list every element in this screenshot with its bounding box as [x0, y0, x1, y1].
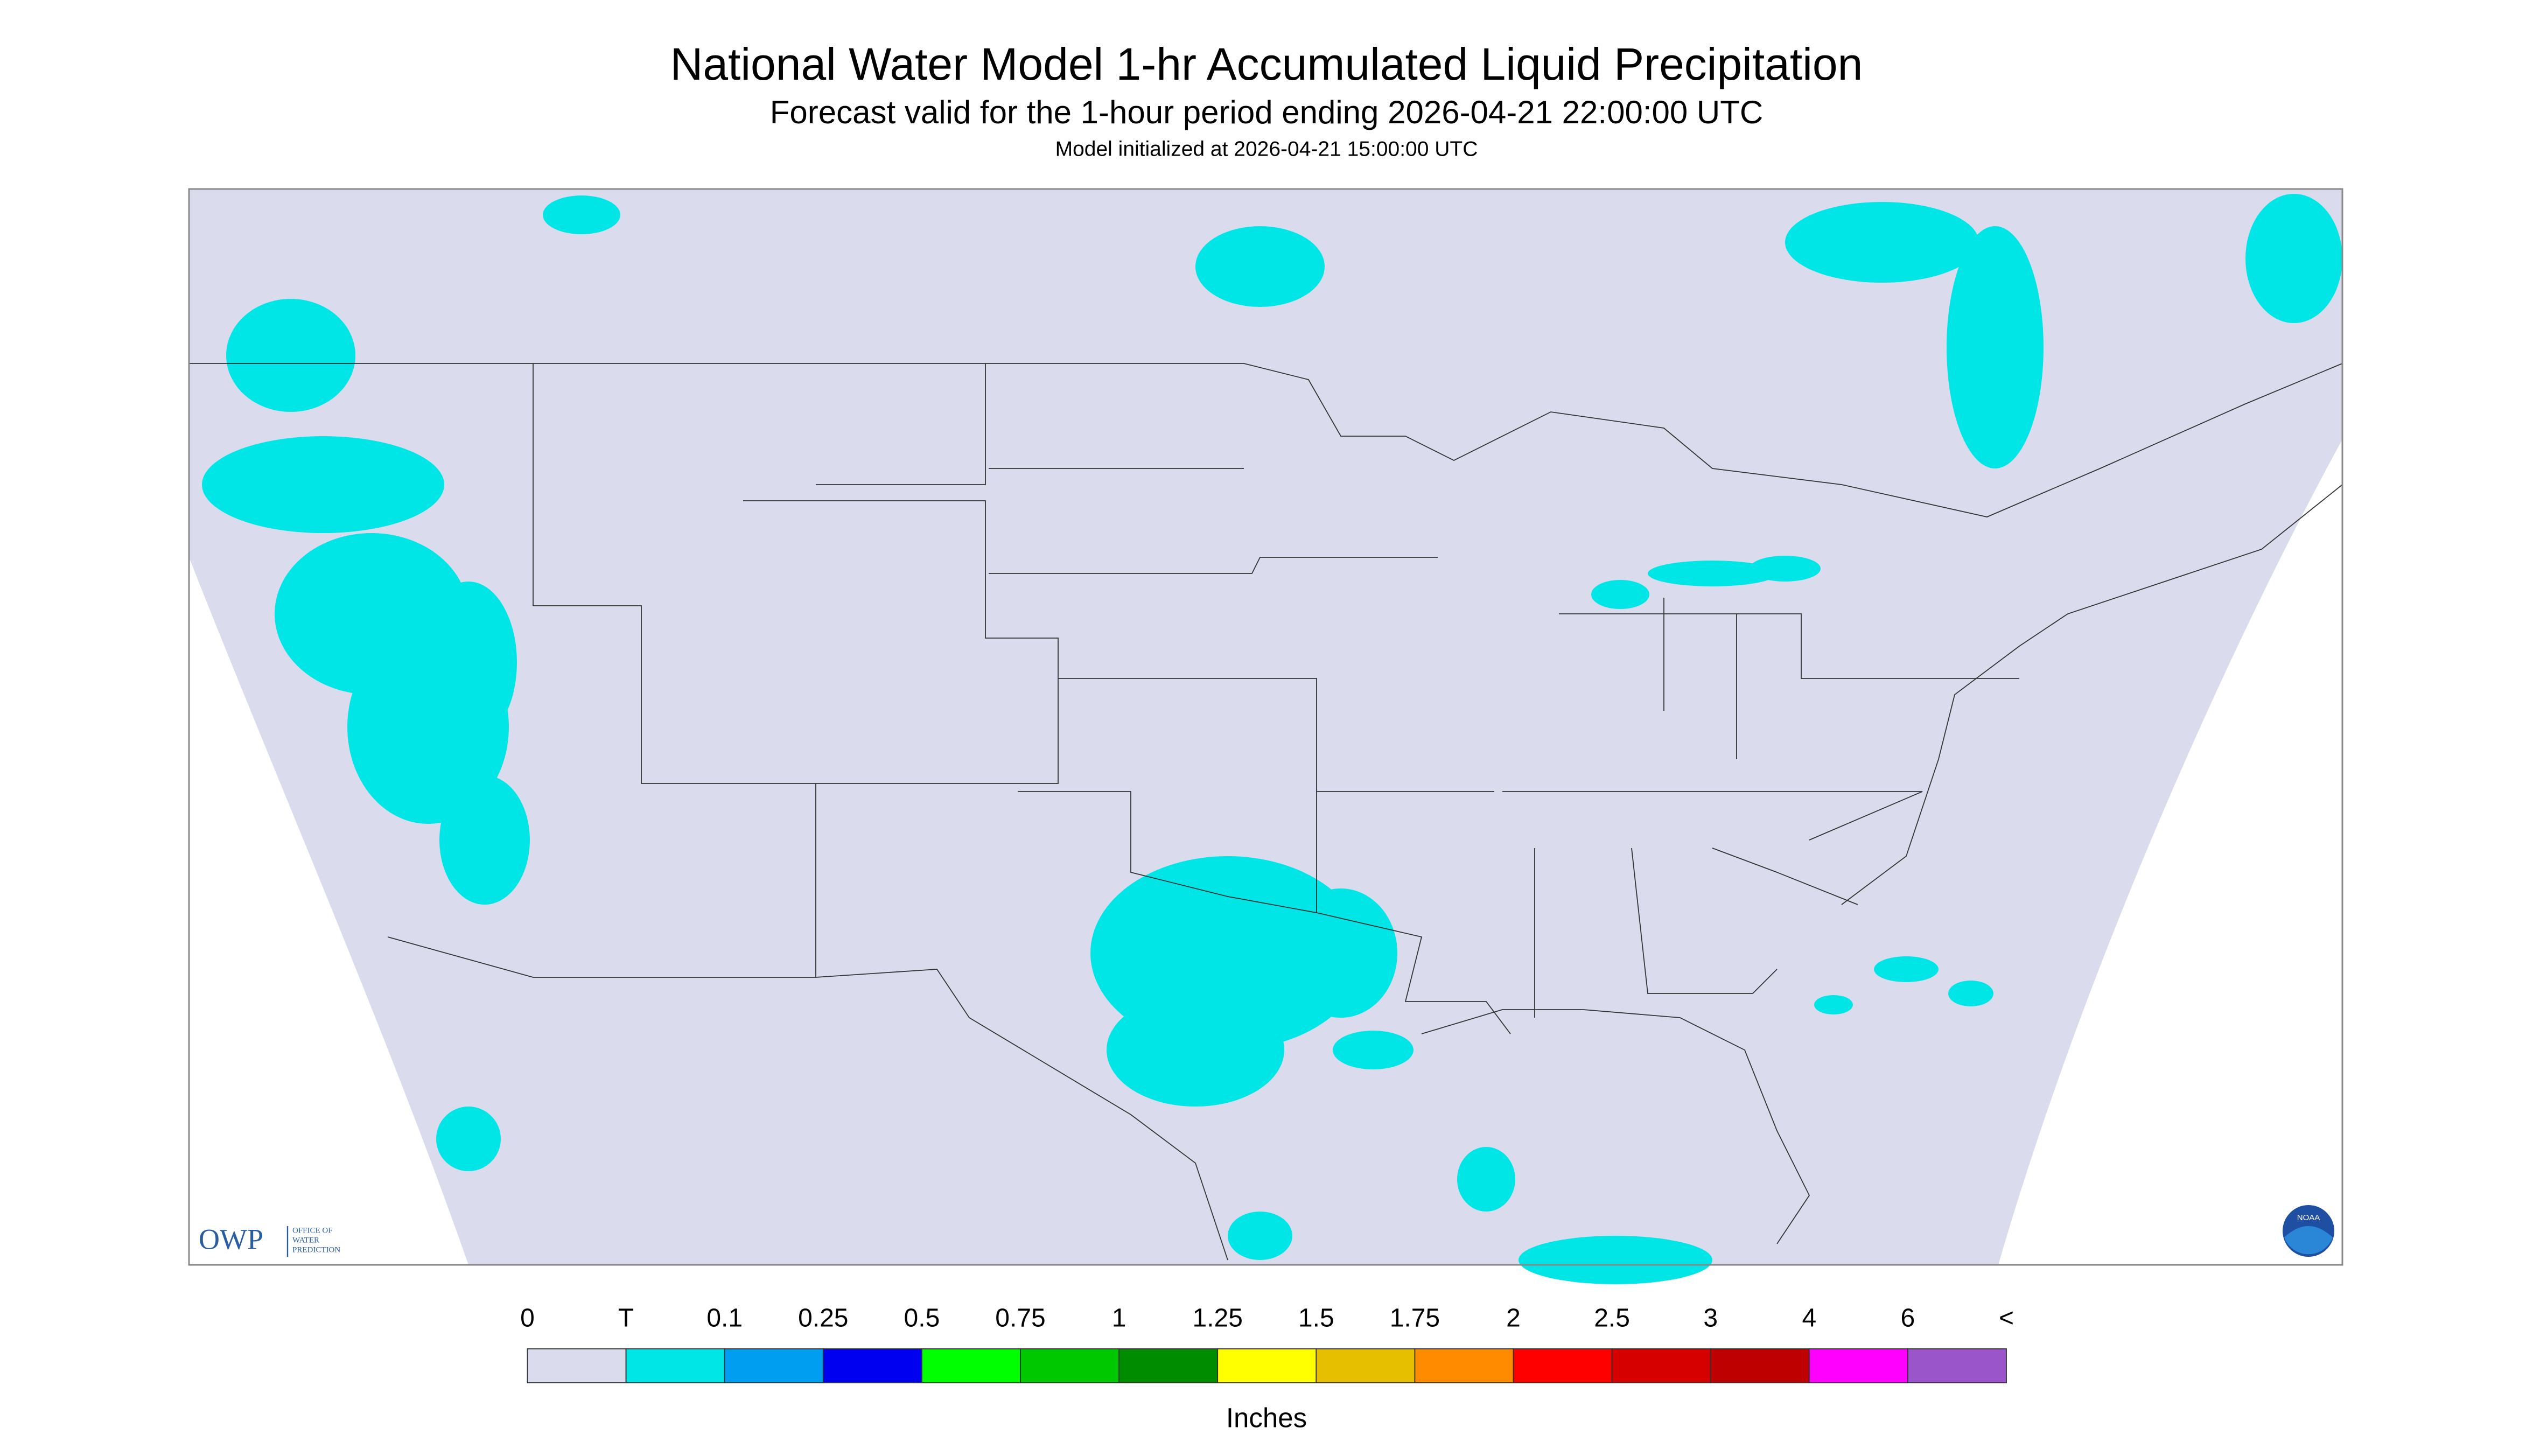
color-bin [1020, 1348, 1120, 1383]
color-bin [1217, 1348, 1317, 1383]
legend-label: 0.25 [798, 1304, 848, 1333]
legend-label: 0.75 [995, 1304, 1045, 1333]
precipitation [202, 194, 2342, 1285]
logo-text: OWP [199, 1223, 263, 1255]
subtitle: Forecast valid for the 1-hour period end… [770, 94, 1763, 130]
logo-text: PREDICTION [292, 1245, 340, 1254]
legend-label: 6 [1901, 1304, 1915, 1333]
model-domain [189, 189, 2342, 1265]
color-bin [1316, 1348, 1416, 1383]
map-frame [188, 188, 2343, 1266]
noaa-logo: NOAA [2283, 1205, 2334, 1257]
legend-label: 0 [520, 1304, 535, 1333]
legend: Inches 0 T 0.1 0.25 0.5 0.75 1 1.25 1.5 1.75 2 2.5 3… [520, 1304, 2014, 1433]
color-bin [1611, 1348, 1711, 1383]
legend-label: 4 [1802, 1304, 1816, 1333]
init-time: Model initialized at 2026-04-21 15:00:00… [1055, 137, 1478, 160]
legend-label: 2.5 [1594, 1304, 1630, 1333]
color-bin [1710, 1348, 1810, 1383]
owp-logo: OWP OFFICE OF WATER PREDICTION [199, 1223, 340, 1257]
color-bin [1808, 1348, 1908, 1383]
legend-label: 3 [1703, 1304, 1718, 1333]
borders [189, 363, 2343, 1261]
legend-label: T [618, 1304, 634, 1333]
color-bin [527, 1348, 627, 1383]
legend-unit: Inches [1226, 1402, 1307, 1433]
legend-label: 0.5 [904, 1304, 940, 1333]
noaa-wave [2284, 1226, 2333, 1255]
legend-label: 1.25 [1192, 1304, 1242, 1333]
legend-label: 1 [1112, 1304, 1126, 1333]
legend-label: < [1999, 1304, 2014, 1333]
legend-label: 1.75 [1390, 1304, 1440, 1333]
noaa-text: NOAA [2297, 1213, 2320, 1222]
logo-text: OFFICE OF [292, 1226, 333, 1235]
color-bin [921, 1348, 1021, 1383]
map: OWP OFFICE OF WATER PREDICTION NOAA [188, 188, 2343, 1285]
color-bin [822, 1348, 922, 1383]
legend-label: 2 [1506, 1304, 1521, 1333]
color-bin [625, 1348, 725, 1383]
color-bin [724, 1348, 824, 1383]
color-bin [1513, 1348, 1613, 1383]
legend-label: 1.5 [1298, 1304, 1334, 1333]
logo-text: WATER [292, 1236, 319, 1244]
color-bin [1907, 1348, 2007, 1383]
color-bin [1118, 1348, 1219, 1383]
title: National Water Model 1-hr Accumulated Li… [670, 39, 1863, 89]
color-bin [1414, 1348, 1514, 1383]
legend-label: 0.1 [706, 1304, 743, 1333]
